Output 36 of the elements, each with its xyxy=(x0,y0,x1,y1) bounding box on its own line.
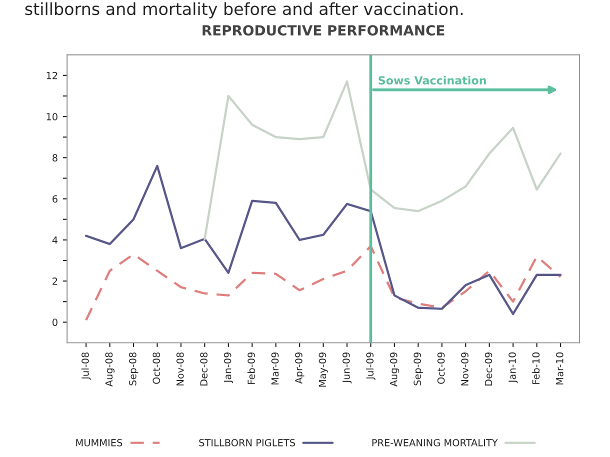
x-tick-label: Mar-10 xyxy=(556,352,564,384)
x-tick-label: Jun-09 xyxy=(342,352,352,384)
x-tick-label: Nov-09 xyxy=(461,352,468,386)
x-tick-label: Jul-08 xyxy=(81,352,91,380)
x-tick-label: Dec-09 xyxy=(484,352,492,386)
x-tick-label: May-09 xyxy=(318,352,328,387)
y-tick-label: 4 xyxy=(52,236,58,244)
line-series xyxy=(84,164,562,316)
x-tick-label: Sep-08 xyxy=(128,352,138,386)
x-tick-label: Jan-10 xyxy=(508,352,518,384)
line-series xyxy=(84,244,562,322)
x-tick-label: Oct-08 xyxy=(152,352,160,384)
legend-label: MUMMIES xyxy=(76,439,122,446)
ref-line-label: Sows Vaccination xyxy=(378,76,486,85)
y-tick-label: 8 xyxy=(52,154,58,162)
x-tick-label: Dec-08 xyxy=(200,352,208,386)
x-tick-label: Aug-08 xyxy=(105,352,115,387)
legend-label: PRE-WEANING MORTALITY xyxy=(372,439,498,446)
x-tick-label: Sep-09 xyxy=(414,352,423,386)
chart-title: REPRODUCTIVE PERFORMANCE xyxy=(202,25,444,36)
y-tick-label: 0 xyxy=(52,318,58,326)
x-tick-label: Mar-09 xyxy=(271,352,279,384)
x-tick-label: Oct-09 xyxy=(437,352,445,384)
x-tick-label: Feb-09 xyxy=(247,352,255,384)
x-tick-label: Aug-09 xyxy=(390,352,400,387)
x-tick-label: Jul-09 xyxy=(366,352,376,380)
x-tick-label: Apr-09 xyxy=(295,352,304,384)
x-tick-label: Jan-09 xyxy=(224,352,234,384)
y-tick-label: 6 xyxy=(52,195,58,203)
y-tick-label: 12 xyxy=(46,72,58,80)
text: stillborns and mortality before and after vaccination. xyxy=(25,2,463,18)
x-tick-label: Nov-08 xyxy=(176,352,184,386)
legend-label: STILLBORN PIGLETS xyxy=(199,439,296,446)
y-tick-label: 2 xyxy=(52,278,58,285)
y-tick-label: 10 xyxy=(46,113,58,120)
x-tick-label: Feb-10 xyxy=(532,352,540,384)
